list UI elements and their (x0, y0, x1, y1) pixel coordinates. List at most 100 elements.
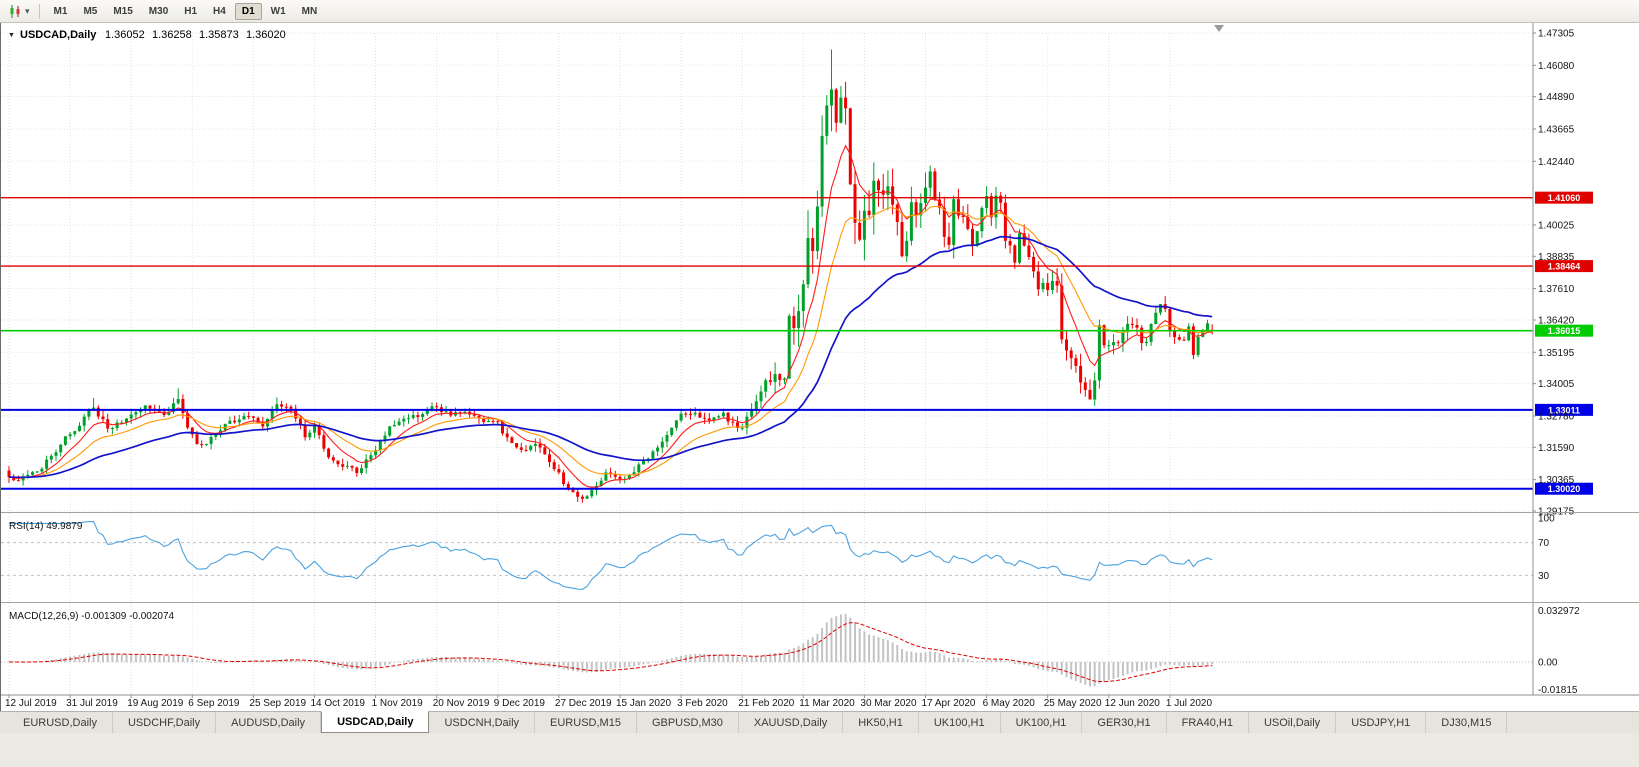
grid-layer (1, 32, 1533, 695)
price-tick-label: 1.47305 (1538, 29, 1575, 40)
macd-signal-line (9, 622, 1213, 683)
tab-audusd-daily[interactable]: AUDUSD,Daily (216, 712, 322, 733)
price-badge (1535, 403, 1593, 416)
symbol-marker-icon: ▼ (8, 32, 15, 39)
tab-eurusd-m15[interactable]: EURUSD,M15 (535, 712, 637, 733)
price-tick-label: 1.32780 (1538, 411, 1575, 422)
date-tick-label: 25 May 2020 (1044, 698, 1102, 709)
window-bottom-margin (0, 733, 1639, 767)
price-tick-label: 1.34005 (1538, 379, 1575, 390)
dropdown-caret-icon[interactable]: ▾ (25, 5, 30, 16)
date-tick-label: 12 Jun 2020 (1105, 698, 1160, 709)
chart-low-value: 1.35873 (199, 29, 239, 41)
date-tick-label: 6 Sep 2019 (188, 698, 240, 709)
candlestick-glyph (10, 4, 19, 18)
timeframe-w1-button[interactable]: W1 (264, 3, 293, 20)
toolbar-separator (38, 3, 40, 19)
rsi-tick-label: 70 (1538, 538, 1550, 549)
rsi-tick-label: 100 (1538, 514, 1555, 525)
timeframe-d1-button[interactable]: D1 (234, 2, 262, 20)
macd-panel: 0.032972 0.00 -0.01815 (1, 606, 1580, 696)
tab-eurusd-daily[interactable]: EURUSD,Daily (8, 712, 113, 733)
timeframe-m5-button[interactable]: M5 (76, 3, 104, 20)
tab-usoil-daily[interactable]: USOil,Daily (1249, 712, 1337, 733)
timeframe-h4-button[interactable]: H4 (206, 3, 233, 20)
macd-label: MACD(12,26,9) -0.001309 -0.002074 (9, 611, 175, 622)
timeframe-m1-button[interactable]: M1 (47, 3, 75, 20)
price-tick-label: 1.44890 (1538, 92, 1575, 103)
macd-tick-label: 0.032972 (1538, 606, 1580, 617)
date-tick-label: 12 Jul 2019 (5, 698, 57, 709)
tab-uk100-h1-a[interactable]: UK100,H1 (919, 712, 1001, 733)
tab-usdcad-daily[interactable]: USDCAD,Daily (321, 711, 430, 733)
tab-usdjpy-h1[interactable]: USDJPY,H1 (1336, 712, 1427, 733)
chart-title-symbol: USDCAD,Daily (20, 29, 97, 41)
macd-tick-label: -0.01815 (1538, 685, 1578, 696)
tab-usdcnh-daily[interactable]: USDCNH,Daily (429, 712, 536, 733)
price-tick-label: 1.40025 (1538, 220, 1575, 231)
price-badge-label: 1.41060 (1548, 193, 1581, 203)
tab-dj30-m15[interactable]: DJ30,M15 (1426, 712, 1508, 733)
chart-open-value: 1.36052 (105, 29, 145, 41)
price-tick-label: 1.46080 (1538, 61, 1575, 72)
chart-close-value: 1.36020 (246, 29, 286, 41)
chart-type-candlestick-icon[interactable] (5, 2, 25, 20)
chart-canvas[interactable]: 1.41060 1.38464 1.36015 1.33011 1.30020 100 7… (1, 23, 1639, 711)
date-tick-label: 14 Oct 2019 (311, 698, 366, 709)
tab-fra40-h1[interactable]: FRA40,H1 (1167, 712, 1249, 733)
price-tick-label: 1.37610 (1538, 284, 1575, 295)
candles-layer (7, 49, 1214, 503)
price-badge-label: 1.36015 (1548, 326, 1581, 336)
price-tick-label: 1.30365 (1538, 475, 1575, 486)
top-toolbar: ▾ M1 M5 M15 M30 H1 H4 D1 W1 MN (0, 0, 1639, 23)
date-tick-label: 20 Nov 2019 (433, 698, 490, 709)
price-tick-label: 1.31590 (1538, 443, 1575, 454)
timeframe-mn-button[interactable]: MN (295, 3, 325, 20)
price-badge (1535, 482, 1593, 495)
horizontal-lines-layer[interactable]: 1.41060 1.38464 1.36015 1.33011 1.30020 (1, 191, 1593, 495)
date-axis[interactable]: 12 Jul 2019 31 Jul 2019 19 Aug 2019 6 Sep 2… (5, 695, 1212, 709)
date-tick-label: 31 Jul 2019 (66, 698, 118, 709)
rsi-line (9, 520, 1213, 590)
tab-gbpusd-m30[interactable]: GBPUSD,M30 (637, 712, 739, 733)
panel-dividers (1, 25, 1639, 603)
chart-high-value: 1.36258 (152, 29, 192, 41)
price-badge (1535, 191, 1593, 204)
tab-uk100-h1-b[interactable]: UK100,H1 (1001, 712, 1083, 733)
rsi-label: RSI(14) 49.9879 (9, 521, 83, 532)
date-tick-label: 19 Aug 2019 (127, 698, 184, 709)
date-tick-label: 1 Nov 2019 (372, 698, 424, 709)
ma-slow-blue-line (8, 235, 1213, 479)
chart-window: 1.41060 1.38464 1.36015 1.33011 1.30020 100 7… (0, 23, 1639, 711)
timeframe-m15-button[interactable]: M15 (106, 3, 139, 20)
price-axis[interactable]: 1.47305 1.46080 1.44890 1.43665 1.42440 1.400… (1, 23, 1639, 696)
date-tick-label: 17 Apr 2020 (922, 698, 976, 709)
tab-usdchf-daily[interactable]: USDCHF,Daily (113, 712, 217, 733)
date-tick-label: 15 Jan 2020 (616, 698, 671, 709)
date-tick-label: 30 Mar 2020 (860, 698, 917, 709)
price-tick-label: 1.42440 (1538, 157, 1575, 168)
price-tick-label: 1.43665 (1538, 124, 1575, 135)
ma-medium-orange-line (8, 205, 1213, 479)
price-badge (1535, 324, 1593, 337)
date-tick-label: 11 Mar 2020 (799, 698, 855, 709)
tab-ger30-h1[interactable]: GER30,H1 (1082, 712, 1167, 733)
timeframe-m30-button[interactable]: M30 (142, 3, 175, 20)
date-tick-label: 27 Dec 2019 (555, 698, 612, 709)
tab-hk50-h1[interactable]: HK50,H1 (843, 712, 919, 733)
date-tick-label: 9 Dec 2019 (494, 698, 546, 709)
tab-xauusd-daily[interactable]: XAUUSD,Daily (739, 712, 844, 733)
chart-tabs-bar: EURUSD,Daily USDCHF,Daily AUDUSD,Daily U… (0, 711, 1639, 733)
price-badge-label: 1.38464 (1548, 262, 1581, 272)
rsi-tick-label: 30 (1538, 571, 1550, 582)
date-tick-label: 6 May 2020 (983, 698, 1036, 709)
price-tick-label: 1.35195 (1538, 348, 1575, 359)
timeframe-h1-button[interactable]: H1 (177, 3, 204, 20)
price-badge-label: 1.33011 (1548, 405, 1580, 415)
date-tick-label: 25 Sep 2019 (249, 698, 306, 709)
price-badge-label: 1.30020 (1548, 484, 1581, 494)
moving-averages-layer (8, 144, 1213, 488)
ma-fast-red-line (8, 144, 1213, 488)
chart-shift-marker-icon[interactable] (1214, 25, 1224, 32)
